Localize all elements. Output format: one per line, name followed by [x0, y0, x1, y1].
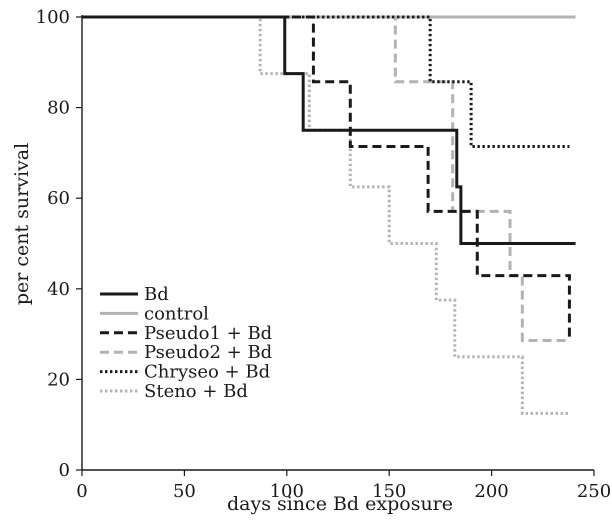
legend-label: control: [144, 303, 209, 324]
series-line-pseudo2-bd: [82, 15, 570, 342]
x-tick-label: 250: [577, 481, 611, 502]
x-tick-label: 100: [270, 481, 304, 502]
series-line-steno-bd: [82, 15, 570, 415]
series-line-chryseo-bd: [82, 15, 570, 149]
y-tick-label: 80: [47, 98, 70, 119]
y-tick-label: 20: [47, 369, 70, 390]
series-line-bd: [82, 15, 576, 245]
legend-label: Steno + Bd: [144, 381, 248, 402]
y-axis-title: per cent survival: [11, 143, 33, 305]
x-tick-label: 200: [474, 481, 508, 502]
x-tick-label: 50: [173, 481, 196, 502]
y-tick-label: 100: [36, 7, 70, 28]
x-tick-label: 150: [372, 481, 406, 502]
x-tick-label: 0: [76, 481, 87, 502]
x-axis-title: days since Bd exposure: [227, 493, 453, 515]
axes: 0 20 40 60 80 100 0 50 100 150 200 250: [36, 7, 612, 502]
y-tick-label: 60: [47, 188, 70, 209]
series-lines: [82, 15, 576, 415]
legend-label: Pseudo2 + Bd: [144, 342, 272, 363]
y-tick-label: 40: [47, 279, 70, 300]
y-tick-label: 0: [59, 460, 70, 481]
legend-label: Chryseo + Bd: [144, 362, 270, 383]
series-line-pseudo1-bd: [82, 15, 571, 341]
legend-label: Pseudo1 + Bd: [144, 323, 272, 344]
legend-label: Bd: [144, 284, 169, 305]
